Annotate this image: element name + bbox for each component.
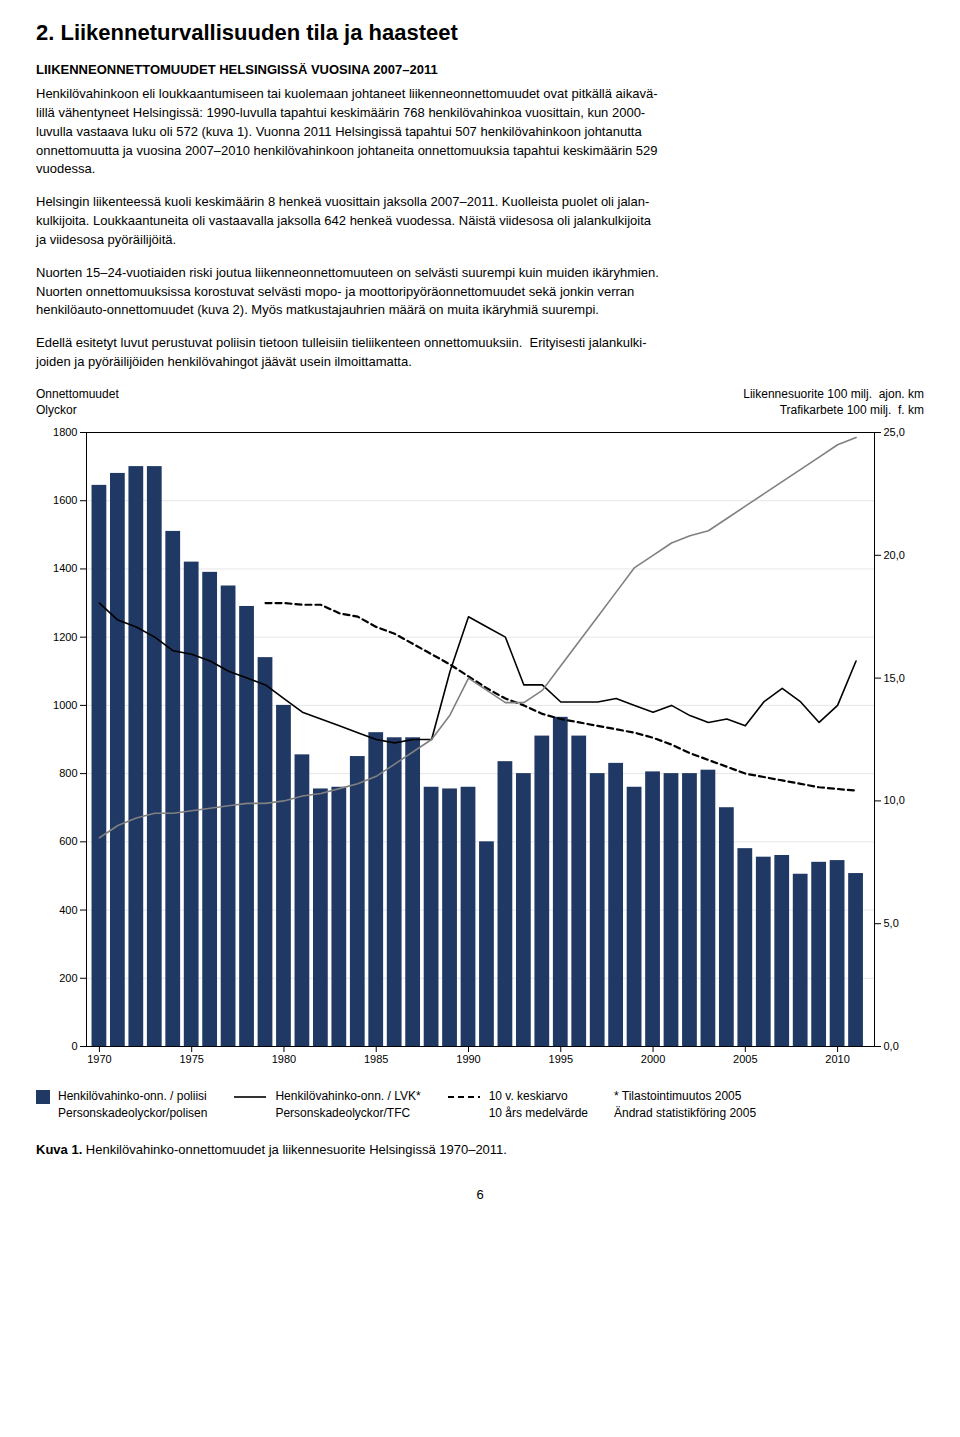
html-text:Liikennesuorite 100 milj. ajon: Liikennesuorite 100 milj. ajon. km Trafi… xyxy=(743,387,924,418)
svg-text:1400: 1400 xyxy=(53,563,77,575)
svg-text:600: 600 xyxy=(59,836,77,848)
svg-text:2010: 2010 xyxy=(825,1054,849,1066)
svg-text:200: 200 xyxy=(59,972,77,984)
html-text:10 v. keskiarvo 10 års medelvä: 10 v. keskiarvo 10 års medelvärde xyxy=(488,1089,588,1121)
svg-text:1970: 1970 xyxy=(87,1054,111,1066)
html-text:Henkilövahinko-onn. / poliisi: Henkilövahinko-onn. / poliisi Personskad… xyxy=(58,1089,208,1121)
svg-text:2000: 2000 xyxy=(641,1054,665,1066)
svg-text:15,0: 15,0 xyxy=(884,672,905,684)
html-text:Henkilövahinkoon eli loukkaant: Henkilövahinkoon eli loukkaantumiseen ta… xyxy=(36,86,658,177)
svg-text:1980: 1980 xyxy=(272,1054,296,1066)
svg-text:20,0: 20,0 xyxy=(884,549,905,561)
svg-text:25,0: 25,0 xyxy=(884,426,905,438)
svg-text:1600: 1600 xyxy=(53,495,77,507)
svg-text:1000: 1000 xyxy=(53,699,77,711)
svg-text:10,0: 10,0 xyxy=(884,795,905,807)
html-text:Edellä esitetyt luvut perustuv: Edellä esitetyt luvut perustuvat poliisi… xyxy=(36,335,647,370)
svg-text:400: 400 xyxy=(59,904,77,916)
svg-text:5,0: 5,0 xyxy=(884,918,899,930)
svg-text:1800: 1800 xyxy=(53,426,77,438)
svg-text:800: 800 xyxy=(59,767,77,779)
html-text:Helsingin liikenteessä kuoli k: Helsingin liikenteessä kuoli keskimäärin… xyxy=(36,194,651,247)
svg-text:0: 0 xyxy=(71,1040,77,1052)
html-text:Onnettomuudet Olyckor: Onnettomuudet Olyckor xyxy=(36,387,119,418)
svg-text:1975: 1975 xyxy=(179,1054,203,1066)
svg-text:2005: 2005 xyxy=(733,1054,757,1066)
html-text:Henkilövahinko-onn. / LVK* Per: Henkilövahinko-onn. / LVK* Personskadeol… xyxy=(275,1089,421,1121)
html-text:Nuorten 15–24-vuotiaiden riski: Nuorten 15–24-vuotiaiden riski joutua li… xyxy=(36,264,659,318)
html-text:LIIKENNEONNETTOMUUDET HELSINGI: LIIKENNEONNETTOMUUDET HELSINGISSÄ VUOSIN… xyxy=(36,62,438,77)
svg-text:1990: 1990 xyxy=(456,1054,480,1066)
svg-text:1985: 1985 xyxy=(364,1054,388,1066)
html-text:* Tilastointimuutos 2005 Ändra: * Tilastointimuutos 2005 Ändrad statisti… xyxy=(614,1089,757,1121)
svg-text:1200: 1200 xyxy=(53,631,77,643)
svg-text:1995: 1995 xyxy=(549,1054,573,1066)
svg-text:0,0: 0,0 xyxy=(884,1040,899,1052)
html-text:2. Liikenneturvallisuuden tila: 2. Liikenneturvallisuuden tila ja haaste… xyxy=(36,20,458,45)
html-text:Kuva 1. Henkilövahinko-onnetto: Kuva 1. Henkilövahinko-onnettomuudet ja … xyxy=(36,1141,507,1157)
html-text:6: 6 xyxy=(476,1186,484,1202)
